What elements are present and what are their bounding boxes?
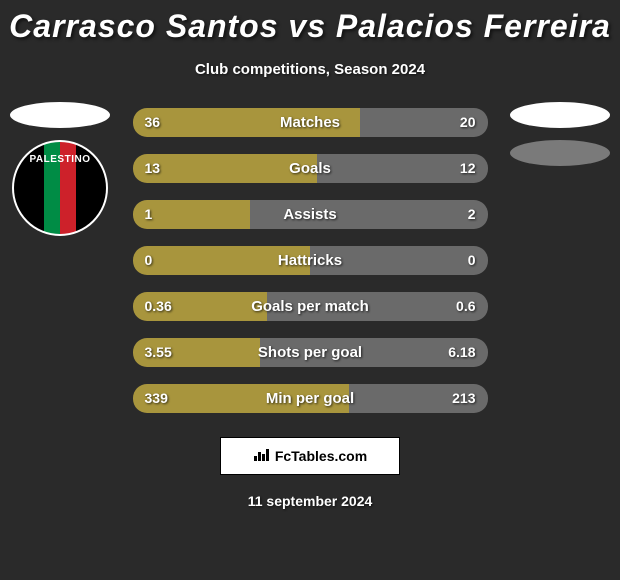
- stat-row: Hattricks0 0: [133, 246, 488, 275]
- stat-value-left: 0.36: [145, 292, 172, 321]
- stat-value-left: 36: [145, 108, 161, 137]
- date-text: 11 september 2024: [0, 493, 620, 509]
- subtitle: Club competitions, Season 2024: [0, 61, 620, 78]
- stat-row: Min per goal339 213: [133, 384, 488, 413]
- stat-label: Matches: [133, 108, 488, 137]
- stat-label: Hattricks: [133, 246, 488, 275]
- footer-attribution: FcTables.com: [220, 437, 400, 475]
- badge-text: PALESTINO: [14, 154, 106, 165]
- page-title: Carrasco Santos vs Palacios Ferreira: [0, 0, 620, 45]
- stat-value-left: 13: [145, 154, 161, 183]
- stat-row: Goals per match0.36 0.6: [133, 292, 488, 321]
- stat-value-right: 12: [460, 154, 476, 183]
- stat-row: Shots per goal3.55 6.18: [133, 338, 488, 367]
- right-oval-2: [510, 140, 610, 166]
- stat-row: Assists1 2: [133, 200, 488, 229]
- stat-value-left: 0: [145, 246, 153, 275]
- footer-text: FcTables.com: [275, 448, 367, 464]
- right-player-column: [505, 102, 615, 166]
- stat-label: Goals: [133, 154, 488, 183]
- stats-list: Matches3620Goals1312Assists12Hattricks00…: [133, 108, 488, 413]
- comparison-container: PALESTINO Matches3620Goals1312Assists12H…: [0, 108, 620, 413]
- stat-label: Min per goal: [133, 384, 488, 413]
- stat-value-left: 339: [145, 384, 168, 413]
- left-club-badge: PALESTINO: [12, 140, 108, 236]
- stat-label: Shots per goal: [133, 338, 488, 367]
- stat-value-right: 213: [452, 384, 475, 413]
- stat-value-left: 3.55: [145, 338, 172, 367]
- stat-value-right: 0: [468, 246, 476, 275]
- stat-row: Matches36 20: [133, 108, 488, 137]
- stat-label: Assists: [133, 200, 488, 229]
- right-oval-1: [510, 102, 610, 128]
- stat-value-right: 20: [460, 108, 476, 137]
- stat-row: Goals13 12: [133, 154, 488, 183]
- chart-icon: [253, 446, 271, 467]
- stat-value-right: 2: [468, 200, 476, 229]
- stat-value-right: 0.6: [456, 292, 475, 321]
- left-oval-1: [10, 102, 110, 128]
- stat-label: Goals per match: [133, 292, 488, 321]
- left-player-column: PALESTINO: [5, 102, 115, 236]
- stat-value-right: 6.18: [448, 338, 475, 367]
- stat-value-left: 1: [145, 200, 153, 229]
